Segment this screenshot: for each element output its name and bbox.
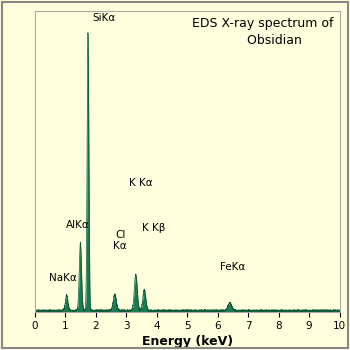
Text: FeKα: FeKα: [220, 262, 245, 272]
Text: NaKα: NaKα: [49, 273, 76, 283]
Text: K Kβ: K Kβ: [142, 223, 166, 233]
X-axis label: Energy (keV): Energy (keV): [142, 335, 233, 348]
Text: EDS X-ray spectrum of
      Obsidian: EDS X-ray spectrum of Obsidian: [192, 16, 334, 47]
Text: K Kα: K Kα: [129, 178, 152, 188]
Text: Cl
Kα: Cl Kα: [113, 230, 127, 251]
Text: AlKα: AlKα: [66, 220, 90, 230]
Text: SiKα: SiKα: [92, 13, 116, 22]
